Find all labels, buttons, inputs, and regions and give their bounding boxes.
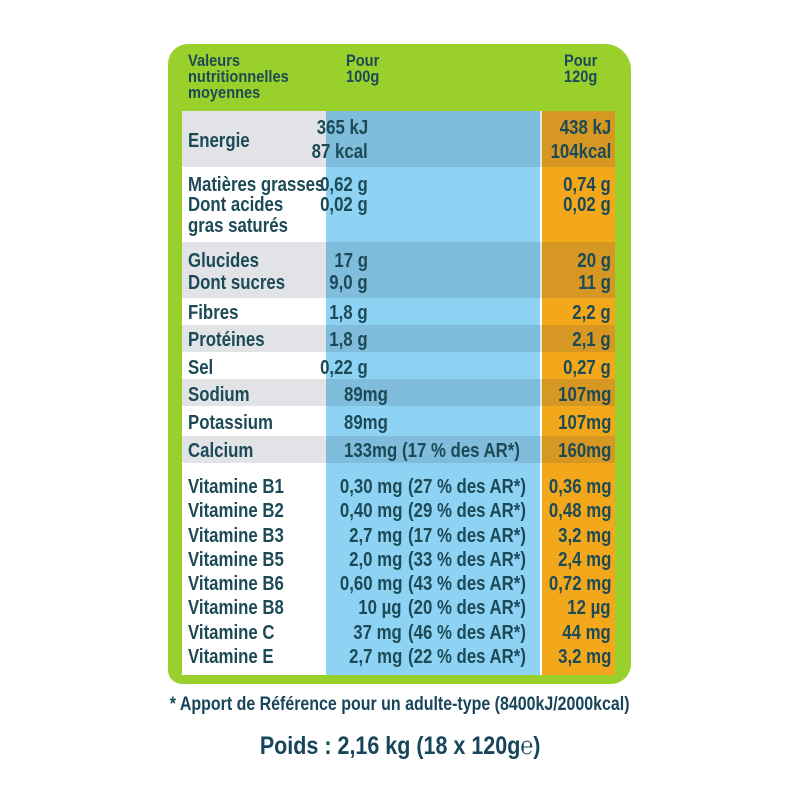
band-glucides — [182, 242, 615, 298]
header-per-100g: Pour 100g — [346, 51, 380, 86]
value-energie-kcal-100: 87 kcal — [311, 141, 368, 163]
column-per-120g — [542, 111, 615, 675]
header-label: Valeurs nutritionnelles moyennes — [188, 51, 289, 102]
band-proteines — [182, 325, 615, 352]
reference-footnote: * Apport de Référence pour un adulte-typ… — [170, 694, 630, 715]
value-energie-kcal-120: 104kcal — [550, 141, 611, 163]
column-per-100g — [326, 111, 540, 675]
band-calcium — [182, 436, 615, 463]
header-per-120g: Pour 120g — [564, 51, 598, 86]
band-sodium — [182, 379, 615, 406]
net-weight: Poids : 2,16 kg (18 x 120g℮) — [259, 732, 541, 760]
nutrition-table: Energie 365 kJ 438 kJ 87 kcal 104kcal Ma… — [182, 111, 615, 675]
label-energie: Energie — [188, 130, 250, 152]
band-energie — [182, 111, 615, 167]
value-energie-kj-100: 365 kJ — [316, 117, 368, 139]
value-energie-kj-120: 438 kJ — [559, 117, 611, 139]
